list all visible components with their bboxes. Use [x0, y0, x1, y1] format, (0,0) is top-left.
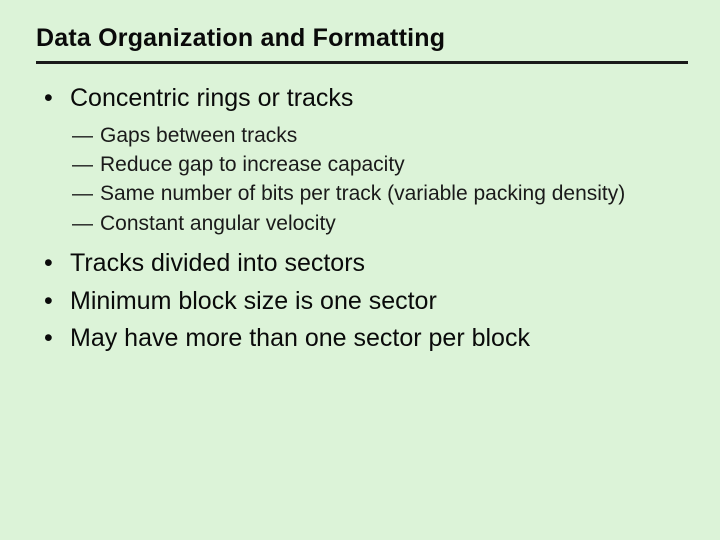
- sub-list: — Gaps between tracks — Reduce gap to incr…: [70, 122, 688, 237]
- bullet-text: Minimum block size is one sector: [70, 287, 437, 315]
- bullet-item: May have more than one sector per block: [36, 322, 688, 356]
- bullet-item: Concentric rings or tracks — Gaps between…: [36, 82, 688, 237]
- dash-icon: —: [72, 151, 93, 178]
- bullet-item: Minimum block size is one sector: [36, 285, 688, 319]
- sub-item: — Reduce gap to increase capacity: [70, 151, 688, 178]
- sub-item: — Constant angular velocity: [70, 210, 688, 237]
- dash-icon: —: [72, 210, 93, 237]
- slide-title: Data Organization and Formatting: [36, 24, 688, 57]
- bullet-item: Tracks divided into sectors: [36, 247, 688, 281]
- sub-text: Same number of bits per track (variable …: [100, 182, 625, 205]
- sub-item: — Gaps between tracks: [70, 122, 688, 149]
- sub-text: Reduce gap to increase capacity: [100, 153, 405, 176]
- title-underline: [36, 61, 688, 64]
- dash-icon: —: [72, 180, 93, 207]
- bullet-text: Concentric rings or tracks: [70, 84, 353, 112]
- bullet-text: May have more than one sector per block: [70, 324, 530, 352]
- bullet-text: Tracks divided into sectors: [70, 249, 365, 277]
- bullet-list: Concentric rings or tracks — Gaps between…: [36, 82, 688, 356]
- sub-item: — Same number of bits per track (variable…: [70, 180, 688, 207]
- sub-text: Gaps between tracks: [100, 124, 297, 147]
- sub-text: Constant angular velocity: [100, 212, 336, 235]
- dash-icon: —: [72, 122, 93, 149]
